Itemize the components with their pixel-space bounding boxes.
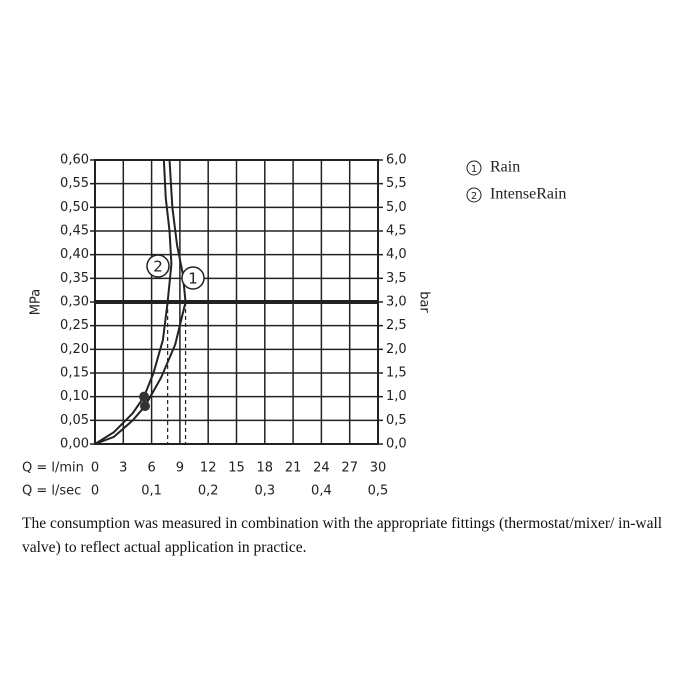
x2-tick-label: 0,1 (141, 484, 162, 499)
x-tick-label: 24 (313, 461, 330, 476)
y2-tick-label: 5,5 (386, 176, 407, 191)
x2-tick-label: 0 (91, 484, 99, 499)
x-tick-label: 15 (228, 461, 245, 476)
x2-tick-label: 0,3 (254, 484, 275, 499)
y2-tick-label: 4,5 (386, 224, 407, 239)
y-tick-label: 0,20 (60, 342, 89, 357)
chart: 0,000,050,100,150,200,250,300,350,400,45… (22, 153, 566, 499)
y-tick-label: 0,00 (60, 437, 89, 452)
x-axis-label: Q = l/min (22, 461, 84, 476)
y2-tick-label: 3,0 (386, 295, 407, 310)
point-marker (139, 401, 150, 412)
y-tick-label: 0,55 (60, 176, 89, 191)
plot-frame (94, 159, 379, 445)
y2-axis-label: bar (417, 291, 432, 313)
note: The consumption was measured in combinat… (22, 515, 663, 556)
y-tick-label: 0,35 (60, 271, 89, 286)
y-tick-label: 0,15 (60, 366, 89, 381)
y2-tick-label: 0,0 (386, 437, 407, 452)
x2-tick-label: 0,5 (368, 484, 389, 499)
x-tick-label: 0 (91, 461, 99, 476)
series-label-circle (181, 266, 205, 290)
legend-number: 2 (471, 191, 477, 202)
y-tick-label: 0,60 (60, 153, 89, 168)
x-tick-label: 12 (200, 461, 217, 476)
series-line (94, 159, 173, 445)
x-tick-label: 18 (257, 461, 274, 476)
y-tick-label: 0,10 (60, 389, 89, 404)
x-tick-label: 9 (176, 461, 184, 476)
x-tick-label: 6 (147, 461, 155, 476)
y-tick-label: 0,05 (60, 413, 89, 428)
y2-tick-label: 6,0 (386, 153, 407, 168)
x-tick-label: 3 (119, 461, 127, 476)
y-tick-label: 0,50 (60, 200, 89, 215)
y2-tick-label: 1,0 (386, 389, 407, 404)
x2-tick-label: 0,2 (198, 484, 219, 499)
legend-label: Rain (490, 159, 520, 176)
y2-tick-label: 0,5 (386, 413, 407, 428)
legend-number: 1 (471, 164, 477, 175)
series-label: 2 (153, 258, 163, 276)
series-label: 1 (188, 270, 198, 288)
x-tick-label: 27 (341, 461, 358, 476)
y2-tick-label: 5,0 (386, 200, 407, 215)
y-tick-label: 0,40 (60, 247, 89, 262)
legend-circle (466, 160, 482, 176)
y2-tick-label: 2,5 (386, 318, 407, 333)
y2-tick-label: 4,0 (386, 247, 407, 262)
legend-circle (466, 187, 482, 203)
y2-tick-label: 1,5 (386, 366, 407, 381)
x-tick-label: 21 (285, 461, 302, 476)
y-tick-label: 0,45 (60, 224, 89, 239)
series-label-circle (146, 254, 170, 278)
series-line (94, 159, 187, 445)
y-tick-label: 0,30 (60, 295, 89, 310)
y2-tick-label: 3,5 (386, 271, 407, 286)
y2-tick-label: 2,0 (386, 342, 407, 357)
point-marker (139, 391, 150, 402)
y-axis-label: MPa (29, 289, 44, 315)
legend-label: IntenseRain (490, 186, 566, 203)
y-tick-label: 0,25 (60, 318, 89, 333)
x2-axis-label: Q = l/sec (22, 484, 81, 499)
x-tick-label: 30 (370, 461, 387, 476)
x2-tick-label: 0,4 (311, 484, 332, 499)
